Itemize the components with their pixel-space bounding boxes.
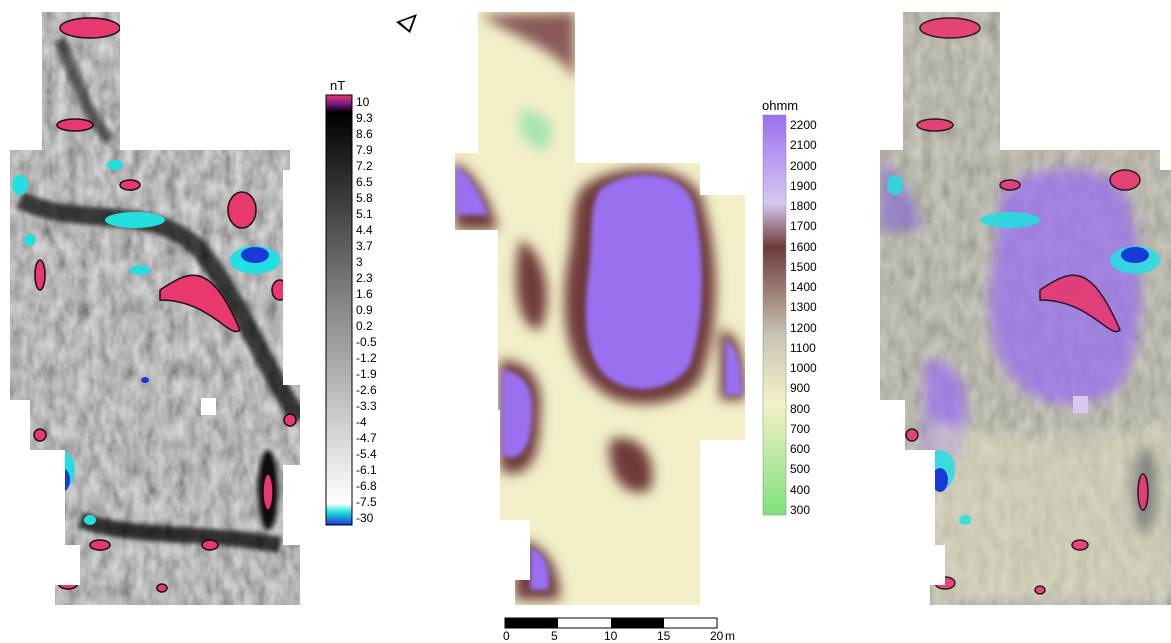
resistivity-legend-label: 500 — [790, 462, 811, 477]
resistivity-map — [455, 12, 745, 605]
resistivity-legend-bar — [762, 114, 787, 516]
resistivity-legend-label: 1000 — [790, 361, 817, 376]
resistivity-legend-label: 1500 — [790, 259, 817, 274]
magnetometry-legend-bar — [325, 94, 353, 526]
magnetometry-legend-label: 1.6 — [356, 287, 373, 301]
magnetometry-legend-label: 5.8 — [356, 191, 373, 205]
magnetometry-legend-label: 3 — [356, 255, 363, 269]
resistivity-legend-label: 1700 — [790, 219, 817, 234]
magnetometry-legend-label: 10 — [356, 95, 370, 109]
magnetometry-legend-label: -1.9 — [356, 367, 377, 381]
scale-bar-tick-label: 10 — [604, 629, 618, 643]
resistivity-legend-label: 300 — [790, 503, 811, 517]
magnetometry-legend-label: 7.2 — [356, 159, 373, 173]
magnetometry-legend-label: 8.6 — [356, 127, 373, 141]
scale-bar-tick-label: 20 — [710, 629, 724, 643]
magnetometry-legend-label: 7.9 — [356, 143, 373, 157]
magnetometry-legend-label: -30 — [356, 511, 374, 525]
resistivity-legend-label: 1300 — [790, 300, 817, 315]
magnetometry-legend-label: 0.2 — [356, 319, 373, 333]
magnetometry-legend-label: -0.5 — [356, 335, 377, 349]
resistivity-legend-label: 1900 — [790, 178, 817, 193]
scale-bar — [504, 617, 718, 629]
magnetometry-legend-label: -2.6 — [356, 383, 377, 397]
magnetometry-map — [10, 12, 300, 605]
north-arrow-icon — [396, 14, 417, 33]
magnetometry-legend-label: 5.1 — [356, 207, 373, 221]
magnetometry-legend-label: -7.5 — [356, 495, 377, 509]
resistivity-legend-label: 1600 — [790, 239, 817, 254]
scale-bar-tick-label: 0 — [503, 629, 510, 643]
resistivity-legend-label: 600 — [790, 442, 811, 457]
magnetometry-legend-label: -1.2 — [356, 351, 377, 365]
magnetometry-legend-label: 3.7 — [356, 239, 373, 253]
overlay-map — [880, 12, 1171, 605]
magnetometry-legend-label: 0.9 — [356, 303, 373, 317]
magnetometry-legend-label: -4 — [356, 415, 367, 429]
resistivity-legend-label: 1400 — [790, 280, 817, 295]
resistivity-legend-label: 900 — [790, 381, 811, 396]
resistivity-legend-label: 2100 — [790, 138, 817, 153]
scale-bar-tick-label: 15 — [657, 629, 671, 643]
resistivity-legend-label: 2200 — [790, 118, 817, 132]
resistivity-legend-label: 800 — [790, 401, 811, 416]
magnetometry-legend-label: 4.4 — [356, 223, 373, 237]
resistivity-unit: ohmm — [762, 98, 799, 113]
magnetometry-legend-label: -6.8 — [356, 479, 377, 493]
resistivity-legend-label: 700 — [790, 421, 811, 436]
scale-bar-unit: m — [725, 629, 735, 643]
resistivity-legend-label: 1800 — [790, 199, 817, 214]
resistivity-legend-label: 1200 — [790, 320, 817, 335]
resistivity-legend-label: 1100 — [790, 340, 816, 355]
magnetometry-unit: nT — [330, 78, 346, 93]
magnetometry-legend-label: 6.5 — [356, 175, 373, 189]
resistivity-legend-label: 400 — [790, 482, 811, 497]
magnetometry-legend-label: -3.3 — [356, 399, 377, 413]
magnetometry-legend-label: -6.1 — [356, 463, 377, 477]
magnetometry-legend-label: 2.3 — [356, 271, 373, 285]
resistivity-legend-label: 2000 — [790, 158, 817, 173]
scale-bar-tick-label: 5 — [551, 629, 558, 643]
magnetometry-legend-label: -4.7 — [356, 431, 377, 445]
magnetometry-legend-label: -5.4 — [356, 447, 377, 461]
magnetometry-legend-label: 9.3 — [356, 111, 373, 125]
